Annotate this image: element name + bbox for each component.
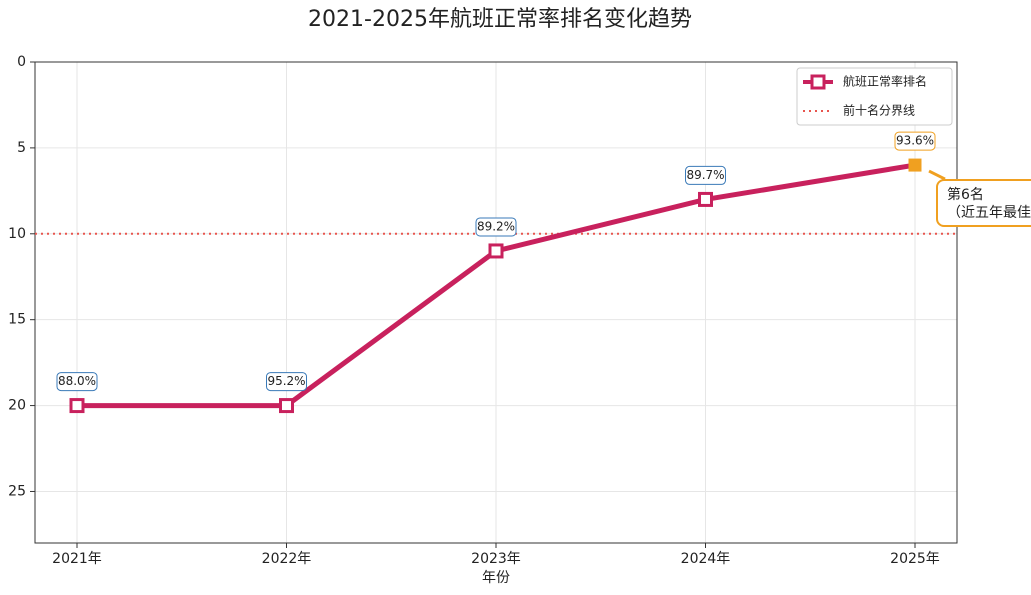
annotation-text: （近五年最佳 (947, 205, 1031, 221)
x-tick-label: 2023年 (471, 551, 521, 567)
rate-label: 89.7% (686, 168, 724, 182)
x-tick-label: 2021年 (52, 551, 102, 567)
rate-label: 89.2% (477, 219, 515, 233)
marker (279, 398, 294, 414)
y-tick-label: 5 (17, 140, 26, 156)
y-tick-label: 25 (8, 483, 26, 499)
legend-label: 前十名分界线 (843, 103, 915, 118)
rate-label-box (685, 165, 726, 185)
legend-box (796, 67, 953, 126)
rate-label: 95.2% (267, 374, 305, 388)
y-tick-label: 10 (8, 226, 26, 242)
marker (698, 191, 713, 207)
rate-label-box (56, 372, 98, 392)
marker (488, 243, 504, 259)
y-tick-label: 0 (17, 54, 26, 70)
marker (908, 158, 922, 172)
rate-label-box (894, 131, 936, 151)
rate-label: 88.0% (58, 374, 96, 388)
rate-label-box (266, 372, 307, 392)
y-tick-label: 20 (8, 398, 26, 414)
x-axis-label: 年份 (482, 570, 510, 586)
chart-title: 2021-2025年航班正常率排名变化趋势 (308, 7, 692, 32)
x-tick-label: 2025年 (890, 551, 940, 567)
annotation-box (936, 179, 1031, 227)
annotation-text: 第6名 (947, 186, 984, 203)
rate-label: 93.6% (896, 134, 934, 148)
legend-label: 航班正常率排名 (843, 74, 927, 89)
x-tick-label: 2024年 (681, 551, 731, 567)
legend-marker (810, 74, 826, 90)
x-tick-label: 2022年 (262, 551, 312, 567)
annotation-arrow (928, 169, 946, 181)
marker (69, 398, 85, 414)
plot-frame (34, 61, 958, 544)
y-tick-label: 15 (8, 312, 26, 328)
rate-label-box (475, 217, 517, 237)
